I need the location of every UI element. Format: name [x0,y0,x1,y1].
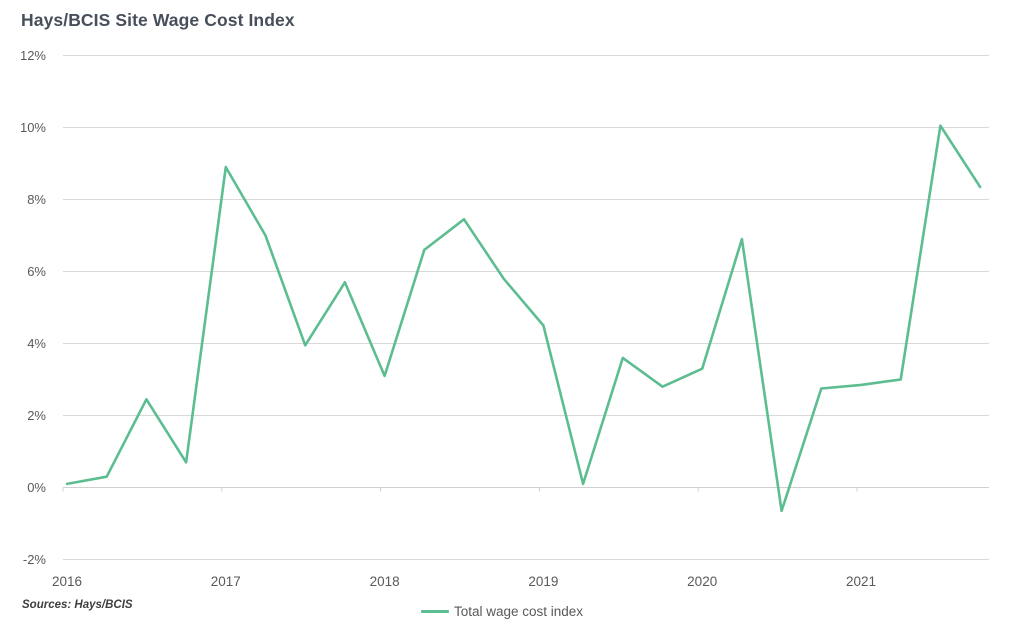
x-axis-tick-label: 2020 [687,574,717,589]
x-axis-tick-label: 2017 [211,574,241,589]
x-axis-tick-label: 2016 [52,574,82,589]
y-axis-tick-label: 4% [27,336,46,351]
y-axis-tick-label: 12% [20,48,46,63]
chart-legend: Total wage cost index [0,604,1004,619]
y-axis-tick-label: 6% [27,264,46,279]
x-axis-tick-label: 2019 [528,574,558,589]
x-axis-tick-label: 2021 [846,574,876,589]
y-axis-tick-label: -2% [23,552,47,567]
x-axis-tick-label: 2018 [370,574,400,589]
source-note: Sources: Hays/BCIS [22,599,133,611]
legend-line-swatch-icon [420,610,449,613]
y-axis-tick-label: 2% [27,408,46,423]
chart-title: Hays/BCIS Site Wage Cost Index [21,10,295,30]
y-axis-tick-label: 0% [27,480,46,495]
series-line-total-wage-cost-index [65,124,982,513]
y-axis-tick-label: 10% [20,120,46,135]
legend-label: Total wage cost index [453,604,584,619]
y-axis-tick-label: 8% [27,192,46,207]
